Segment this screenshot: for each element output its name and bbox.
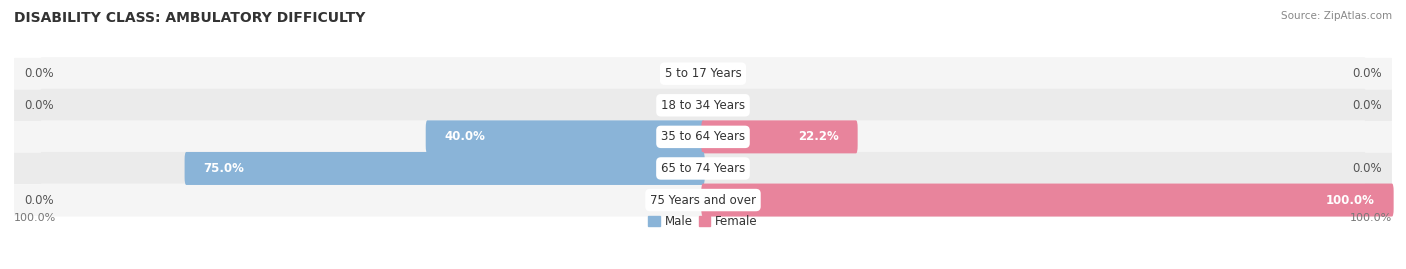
FancyBboxPatch shape <box>426 120 704 153</box>
Text: 100.0%: 100.0% <box>14 213 56 223</box>
FancyBboxPatch shape <box>702 183 1393 217</box>
FancyBboxPatch shape <box>39 57 1367 90</box>
Text: 18 to 34 Years: 18 to 34 Years <box>661 99 745 112</box>
FancyBboxPatch shape <box>14 184 1392 216</box>
FancyBboxPatch shape <box>39 183 1367 217</box>
Text: 75.0%: 75.0% <box>204 162 245 175</box>
Text: 75 Years and over: 75 Years and over <box>650 194 756 207</box>
Text: 65 to 74 Years: 65 to 74 Years <box>661 162 745 175</box>
Legend: Male, Female: Male, Female <box>648 215 758 228</box>
FancyBboxPatch shape <box>14 58 1392 90</box>
Text: DISABILITY CLASS: AMBULATORY DIFFICULTY: DISABILITY CLASS: AMBULATORY DIFFICULTY <box>14 11 366 25</box>
FancyBboxPatch shape <box>14 153 1392 184</box>
FancyBboxPatch shape <box>39 89 1367 122</box>
Text: 0.0%: 0.0% <box>1353 162 1382 175</box>
Text: 0.0%: 0.0% <box>24 99 53 112</box>
FancyBboxPatch shape <box>184 152 704 185</box>
Text: 100.0%: 100.0% <box>1350 213 1392 223</box>
Text: 0.0%: 0.0% <box>1353 99 1382 112</box>
Text: 35 to 64 Years: 35 to 64 Years <box>661 130 745 143</box>
Text: Source: ZipAtlas.com: Source: ZipAtlas.com <box>1281 11 1392 21</box>
Text: 100.0%: 100.0% <box>1326 194 1375 207</box>
Text: 0.0%: 0.0% <box>1353 67 1382 80</box>
Text: 40.0%: 40.0% <box>444 130 485 143</box>
FancyBboxPatch shape <box>14 121 1392 153</box>
FancyBboxPatch shape <box>14 90 1392 121</box>
FancyBboxPatch shape <box>702 120 858 153</box>
Text: 0.0%: 0.0% <box>24 194 53 207</box>
FancyBboxPatch shape <box>39 120 1367 153</box>
Text: 5 to 17 Years: 5 to 17 Years <box>665 67 741 80</box>
Text: 0.0%: 0.0% <box>24 67 53 80</box>
FancyBboxPatch shape <box>39 152 1367 185</box>
Text: 22.2%: 22.2% <box>799 130 839 143</box>
